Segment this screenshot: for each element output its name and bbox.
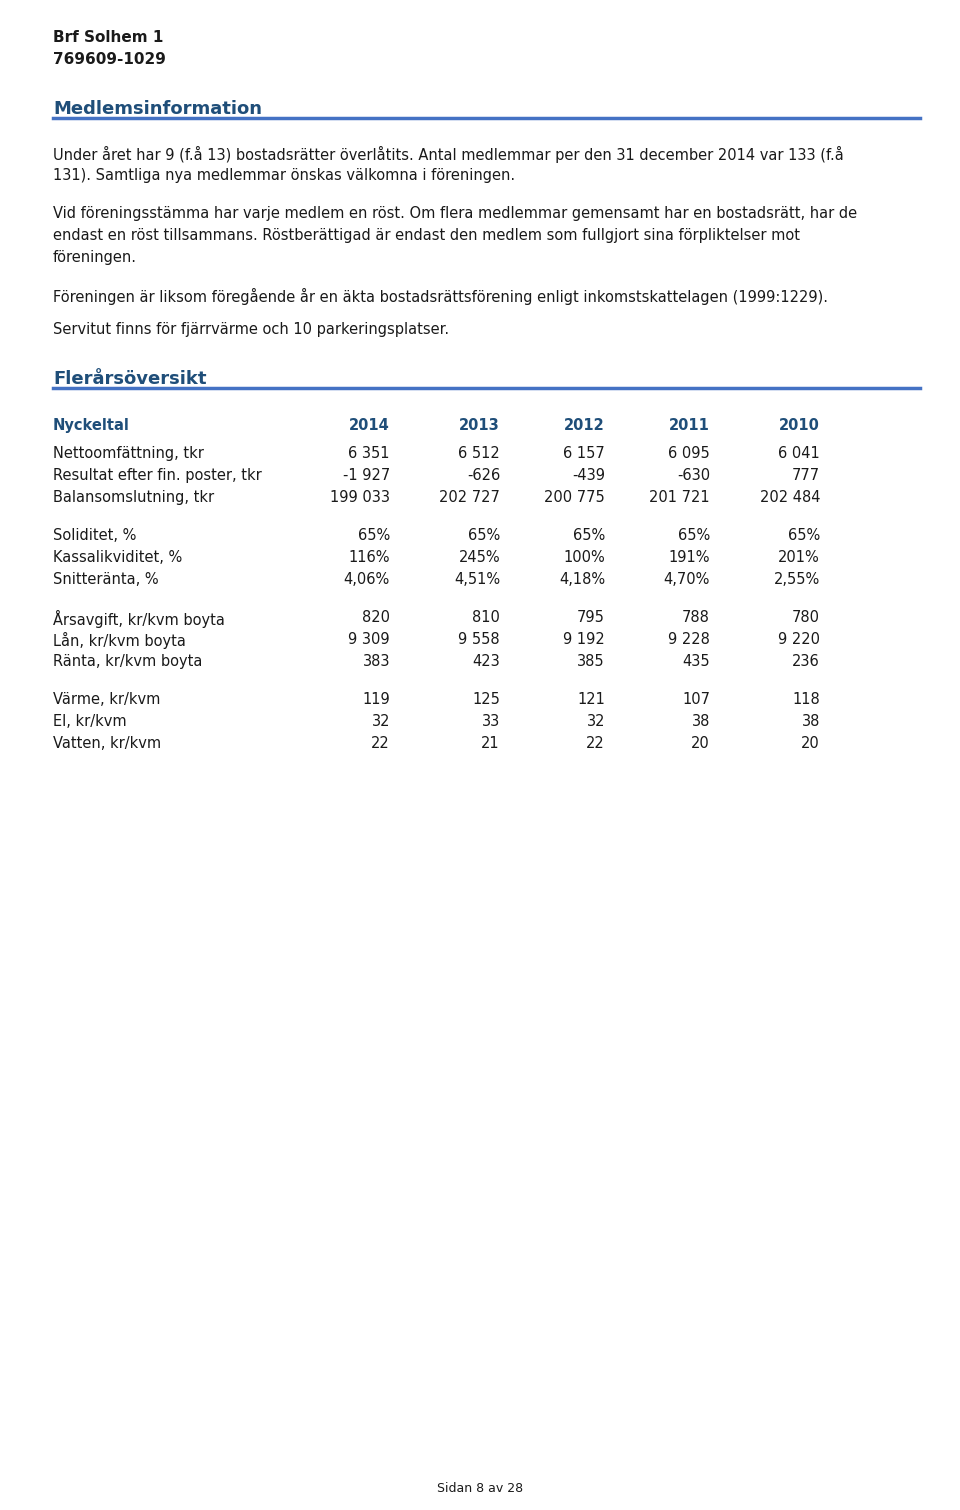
- Text: Årsavgift, kr/kvm boyta: Årsavgift, kr/kvm boyta: [53, 610, 225, 628]
- Text: 100%: 100%: [564, 550, 605, 565]
- Text: Vatten, kr/kvm: Vatten, kr/kvm: [53, 735, 161, 750]
- Text: 65%: 65%: [788, 528, 820, 544]
- Text: 32: 32: [372, 714, 390, 729]
- Text: Snitteränta, %: Snitteränta, %: [53, 572, 158, 587]
- Text: 20: 20: [691, 735, 710, 750]
- Text: Servitut finns för fjärrvärme och 10 parkeringsplatser.: Servitut finns för fjärrvärme och 10 par…: [53, 322, 449, 337]
- Text: 2012: 2012: [564, 418, 605, 433]
- Text: Värme, kr/kvm: Värme, kr/kvm: [53, 692, 160, 707]
- Text: 4,51%: 4,51%: [454, 572, 500, 587]
- Text: 65%: 65%: [468, 528, 500, 544]
- Text: Flerårsöversikt: Flerårsöversikt: [53, 370, 206, 388]
- Text: 9 228: 9 228: [668, 633, 710, 646]
- Text: 118: 118: [792, 692, 820, 707]
- Text: Medlemsinformation: Medlemsinformation: [53, 100, 262, 118]
- Text: 423: 423: [472, 654, 500, 669]
- Text: 22: 22: [587, 735, 605, 750]
- Text: 810: 810: [472, 610, 500, 625]
- Text: Under året har 9 (f.å 13) bostadsrätter överlåtits. Antal medlemmar per den 31 d: Under året har 9 (f.å 13) bostadsrätter …: [53, 146, 844, 163]
- Text: 4,06%: 4,06%: [344, 572, 390, 587]
- Text: 795: 795: [577, 610, 605, 625]
- Text: 6 351: 6 351: [348, 445, 390, 461]
- Text: 769609-1029: 769609-1029: [53, 51, 166, 66]
- Text: 191%: 191%: [668, 550, 710, 565]
- Text: 201%: 201%: [779, 550, 820, 565]
- Text: Föreningen är liksom föregående år en äkta bostadsrättsförening enligt inkomstsk: Föreningen är liksom föregående år en äk…: [53, 288, 828, 305]
- Text: -630: -630: [677, 468, 710, 483]
- Text: Nyckeltal: Nyckeltal: [53, 418, 130, 433]
- Text: 107: 107: [682, 692, 710, 707]
- Text: endast en röst tillsammans. Röstberättigad är endast den medlem som fullgjort si: endast en röst tillsammans. Röstberättig…: [53, 228, 800, 243]
- Text: 6 157: 6 157: [564, 445, 605, 461]
- Text: 4,70%: 4,70%: [663, 572, 710, 587]
- Text: 777: 777: [792, 468, 820, 483]
- Text: 2010: 2010: [780, 418, 820, 433]
- Text: 9 309: 9 309: [348, 633, 390, 646]
- Text: 119: 119: [362, 692, 390, 707]
- Text: 20: 20: [802, 735, 820, 750]
- Text: 245%: 245%: [458, 550, 500, 565]
- Text: Brf Solhem 1: Brf Solhem 1: [53, 30, 163, 45]
- Text: 6 095: 6 095: [668, 445, 710, 461]
- Text: föreningen.: föreningen.: [53, 251, 137, 264]
- Text: Ränta, kr/kvm boyta: Ränta, kr/kvm boyta: [53, 654, 203, 669]
- Text: 6 041: 6 041: [779, 445, 820, 461]
- Text: El, kr/kvm: El, kr/kvm: [53, 714, 127, 729]
- Text: 236: 236: [792, 654, 820, 669]
- Text: 9 192: 9 192: [564, 633, 605, 646]
- Text: -626: -626: [467, 468, 500, 483]
- Text: 2014: 2014: [349, 418, 390, 433]
- Text: 202 727: 202 727: [439, 491, 500, 504]
- Text: 200 775: 200 775: [544, 491, 605, 504]
- Text: 820: 820: [362, 610, 390, 625]
- Text: 65%: 65%: [678, 528, 710, 544]
- Text: 22: 22: [372, 735, 390, 750]
- Text: 788: 788: [683, 610, 710, 625]
- Text: Balansomslutning, tkr: Balansomslutning, tkr: [53, 491, 214, 504]
- Text: 38: 38: [691, 714, 710, 729]
- Text: 435: 435: [683, 654, 710, 669]
- Text: -1 927: -1 927: [343, 468, 390, 483]
- Text: 33: 33: [482, 714, 500, 729]
- Text: 21: 21: [481, 735, 500, 750]
- Text: 32: 32: [587, 714, 605, 729]
- Text: 65%: 65%: [573, 528, 605, 544]
- Text: 199 033: 199 033: [330, 491, 390, 504]
- Text: 6 512: 6 512: [458, 445, 500, 461]
- Text: 2,55%: 2,55%: [774, 572, 820, 587]
- Text: Lån, kr/kvm boyta: Lån, kr/kvm boyta: [53, 633, 186, 649]
- Text: Nettoomfättning, tkr: Nettoomfättning, tkr: [53, 445, 204, 461]
- Text: Vid föreningsstämma har varje medlem en röst. Om flera medlemmar gemensamt har e: Vid föreningsstämma har varje medlem en …: [53, 205, 857, 220]
- Text: 780: 780: [792, 610, 820, 625]
- Text: Kassalikviditet, %: Kassalikviditet, %: [53, 550, 182, 565]
- Text: 4,18%: 4,18%: [559, 572, 605, 587]
- Text: 202 484: 202 484: [759, 491, 820, 504]
- Text: 2011: 2011: [669, 418, 710, 433]
- Text: 121: 121: [577, 692, 605, 707]
- Text: Sidan 8 av 28: Sidan 8 av 28: [437, 1481, 523, 1495]
- Text: 385: 385: [577, 654, 605, 669]
- Text: 116%: 116%: [348, 550, 390, 565]
- Text: 131). Samtliga nya medlemmar önskas välkomna i föreningen.: 131). Samtliga nya medlemmar önskas välk…: [53, 168, 516, 183]
- Text: -439: -439: [572, 468, 605, 483]
- Text: 9 220: 9 220: [778, 633, 820, 646]
- Text: 201 721: 201 721: [649, 491, 710, 504]
- Text: Resultat efter fin. poster, tkr: Resultat efter fin. poster, tkr: [53, 468, 262, 483]
- Text: Soliditet, %: Soliditet, %: [53, 528, 136, 544]
- Text: 38: 38: [802, 714, 820, 729]
- Text: 2013: 2013: [459, 418, 500, 433]
- Text: 383: 383: [363, 654, 390, 669]
- Text: 65%: 65%: [358, 528, 390, 544]
- Text: 125: 125: [472, 692, 500, 707]
- Text: 9 558: 9 558: [458, 633, 500, 646]
